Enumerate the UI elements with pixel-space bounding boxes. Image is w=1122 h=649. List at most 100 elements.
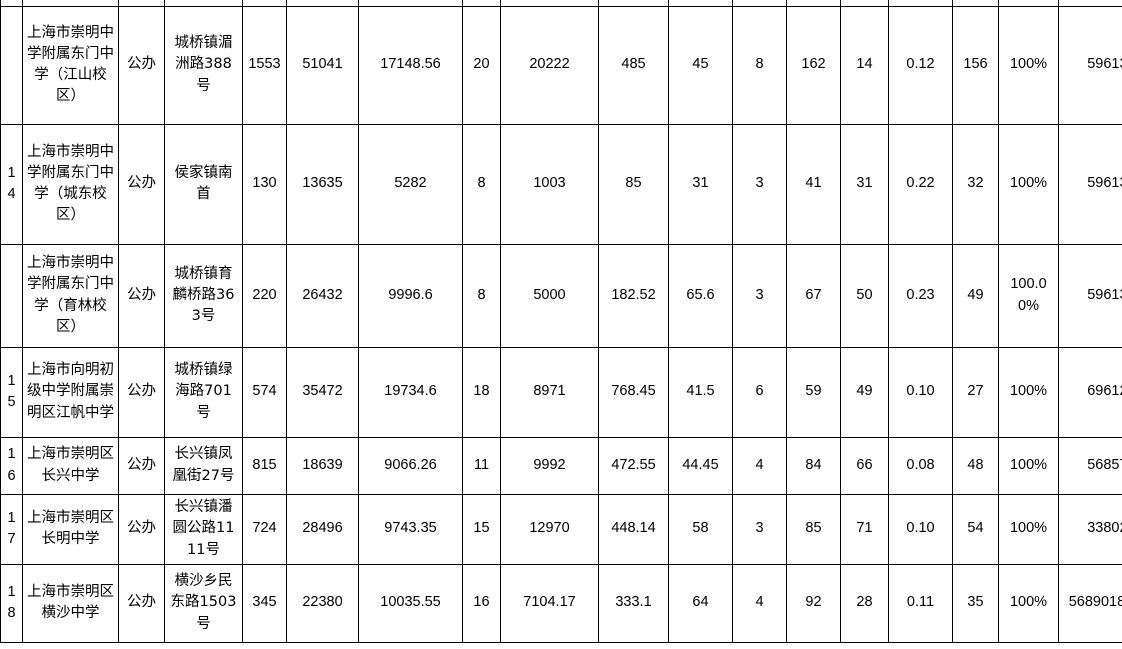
cell-n7: 64 [668,563,733,643]
cell-code: 69612182 [1058,346,1122,438]
cell-code: 56857870 [1058,436,1122,495]
cell-nature: 公办 [118,493,165,565]
table-row[interactable]: 14 上海市崇明中学附属东门中学（城东校区） 公办 侯家镇南首 130 1363… [0,123,1122,245]
cell-n5: 9992 [500,436,599,495]
table-row[interactable]: 18 上海市崇明区横沙中学 公办 横沙乡民东路1503号 345 22380 1… [0,563,1122,643]
cell-school: 上海市崇明中学附属东门中学（育林校区） [22,243,119,348]
cell-n3: 10035.55 [358,563,463,643]
cell-n4: 11 [462,436,501,495]
cell-n6: 448.14 [598,493,669,565]
cell-n1: 130 [242,123,287,245]
cell-n2: 28496 [286,493,359,565]
cell-n5: 8971 [500,346,599,438]
cell-n8: 3 [732,493,787,565]
cell-n8: 3 [732,243,787,348]
cell-n7: 65.6 [668,243,733,348]
cell-address: 侯家镇南首 [164,123,243,245]
cell-n5: 7104.17 [500,563,599,643]
cell-n1: 815 [242,436,287,495]
cell-n1: 1553 [242,5,287,125]
cell-school: 上海市崇明区横沙中学 [22,563,119,643]
cell-n9: 41 [786,123,841,245]
table-row[interactable]: 15 上海市向明初级中学附属崇明区江帆中学 公办 城桥镇绿海路701号 574 … [0,346,1122,438]
cell-code: 59613802 [1058,123,1122,245]
cell-n7: 44.45 [668,436,733,495]
cell-n13: 100.00% [998,243,1059,348]
cell-nature: 公办 [118,346,165,438]
cell-n13: 100% [998,563,1059,643]
cell-idx: 17 [0,493,23,565]
cell-n4: 16 [462,563,501,643]
cell-n2: 22380 [286,563,359,643]
cell-n12: 49 [952,243,999,348]
cell-n11: 0.11 [888,563,953,643]
table-row[interactable]: 16 上海市崇明区长兴中学 公办 长兴镇凤凰街27号 815 18639 906… [0,436,1122,495]
cell-address: 横沙乡民东路1503号 [164,563,243,643]
cell-n13: 100% [998,5,1059,125]
cell-n12: 156 [952,5,999,125]
cell-idx: 18 [0,563,23,643]
cell-nature: 公办 [118,243,165,348]
cell-n1: 574 [242,346,287,438]
cell-n7: 31 [668,123,733,245]
cell-nature: 公办 [118,563,165,643]
cell-n5: 20222 [500,5,599,125]
cell-n2: 26432 [286,243,359,348]
cell-n5: 5000 [500,243,599,348]
cell-n5: 12970 [500,493,599,565]
cell-n3: 9743.35 [358,493,463,565]
cell-n13: 100% [998,493,1059,565]
cell-n10: 28 [840,563,889,643]
cell-n9: 162 [786,5,841,125]
cell-school: 上海市崇明中学附属东门中学（江山校区） [22,5,119,125]
cell-n9: 85 [786,493,841,565]
cell-code: 59613802 [1058,243,1122,348]
cell-n10: 50 [840,243,889,348]
cell-n6: 333.1 [598,563,669,643]
cell-address: 城桥镇湄洲路388号 [164,5,243,125]
cell-nature: 公办 [118,123,165,245]
cell-code: 33802181 [1058,493,1122,565]
cell-n11: 0.23 [888,243,953,348]
cell-code: 59613802 [1058,5,1122,125]
cell-n7: 45 [668,5,733,125]
cell-nature: 公办 [118,5,165,125]
cell-n7: 58 [668,493,733,565]
cell-address: 长兴镇凤凰街27号 [164,436,243,495]
cell-n13: 100% [998,436,1059,495]
cell-n4: 8 [462,123,501,245]
cell-n9: 84 [786,436,841,495]
cell-n12: 35 [952,563,999,643]
cell-n11: 0.22 [888,123,953,245]
cell-n10: 66 [840,436,889,495]
cell-n10: 71 [840,493,889,565]
cell-n6: 472.55 [598,436,669,495]
cell-n6: 182.52 [598,243,669,348]
cell-n12: 48 [952,436,999,495]
cell-n12: 32 [952,123,999,245]
cell-n8: 8 [732,5,787,125]
cell-n9: 92 [786,563,841,643]
cell-n5: 1003 [500,123,599,245]
table-row[interactable]: 17 上海市崇明区长明中学 公办 长兴镇潘圆公路1111号 724 28496 … [0,493,1122,565]
cell-n10: 14 [840,5,889,125]
cell-n1: 724 [242,493,287,565]
cell-n11: 0.10 [888,346,953,438]
cell-n10: 31 [840,123,889,245]
cell-nature: 公办 [118,436,165,495]
cell-n1: 345 [242,563,287,643]
table-row[interactable]: 上海市崇明中学附属东门中学（江山校区） 公办 城桥镇湄洲路388号 1553 5… [0,5,1122,125]
cell-n8: 6 [732,346,787,438]
cell-n2: 51041 [286,5,359,125]
cell-n2: 13635 [286,123,359,245]
cell-n2: 35472 [286,346,359,438]
cell-n9: 67 [786,243,841,348]
cell-idx: 15 [0,346,23,438]
cell-idx [0,5,23,125]
cell-n3: 19734.6 [358,346,463,438]
cell-n13: 100% [998,346,1059,438]
table-row[interactable]: 上海市崇明中学附属东门中学（育林校区） 公办 城桥镇育麟桥路363号 220 2… [0,243,1122,348]
